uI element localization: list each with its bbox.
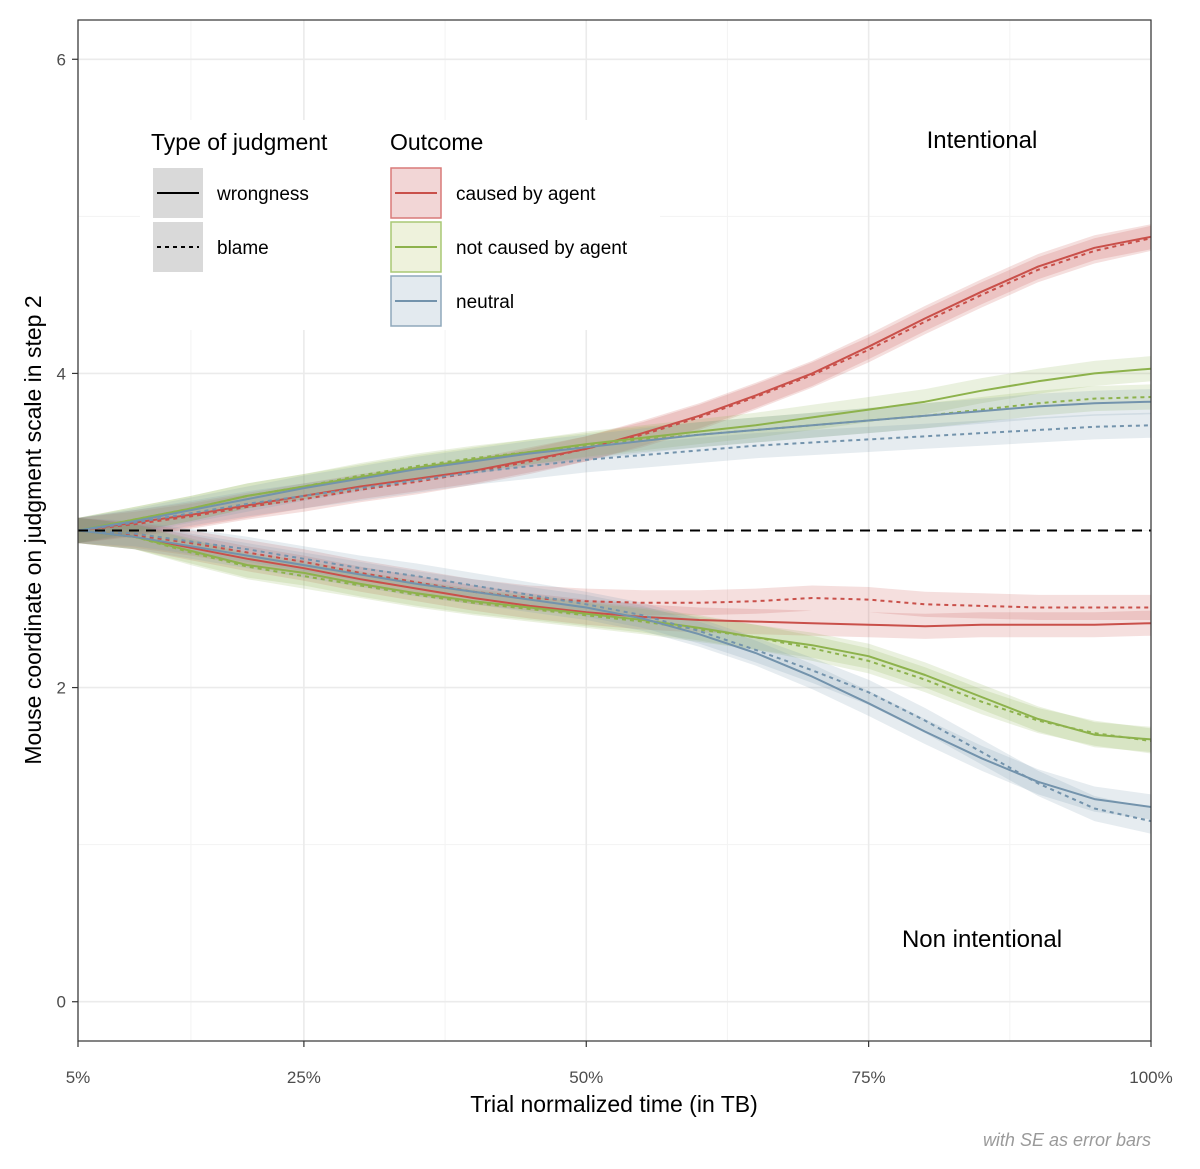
legend-label-blame: blame — [217, 238, 269, 259]
x-tick-label: 25% — [287, 1068, 321, 1087]
y-axis-title: Mouse coordinate on judgment scale in st… — [20, 295, 46, 764]
y-tick-label: 4 — [57, 364, 66, 383]
series-line-7 — [77, 529, 1151, 609]
series-line-6 — [77, 529, 1152, 628]
series-line-8 — [77, 529, 1152, 741]
se-band-5 — [78, 412, 1151, 544]
y-tick-label: 0 — [57, 993, 66, 1012]
y-axis: 0 2 4 6 — [57, 50, 78, 1012]
legend-label-wrongness: wrongness — [216, 184, 309, 205]
x-tick-label: 50% — [569, 1068, 603, 1087]
legend-label-neutral: neutral — [456, 292, 514, 313]
se-band-4 — [78, 389, 1151, 544]
x-tick-label: 100% — [1129, 1068, 1172, 1087]
annotation-non-intentional: Non intentional — [902, 926, 1062, 953]
x-tick-label: 5% — [66, 1068, 91, 1087]
legend-title-outcome: Outcome — [390, 129, 483, 155]
se-band-2 — [78, 356, 1151, 544]
annotation-intentional: Intentional — [927, 127, 1038, 154]
se-band-3 — [78, 384, 1151, 544]
caption: with SE as error bars — [983, 1130, 1151, 1150]
series-line-4 — [77, 400, 1152, 532]
x-axis-title: Trial normalized time (in TB) — [470, 1091, 758, 1117]
se-band-10 — [78, 517, 1151, 820]
series-line-9 — [77, 529, 1152, 742]
legend-title-judgment: Type of judgment — [151, 129, 328, 155]
legend-key-blame — [153, 222, 203, 272]
legend-label-not-caused: not caused by agent — [456, 238, 628, 259]
series-line-10 — [77, 529, 1152, 808]
se-band-7 — [78, 517, 1151, 620]
series-line-3 — [77, 396, 1152, 532]
x-tick-label: 75% — [852, 1068, 886, 1087]
legend: Type of judgment wrongness blame Outcome… — [140, 120, 660, 330]
series-line-2 — [77, 367, 1152, 532]
plot-border — [77, 19, 1152, 1042]
y-tick-label: 6 — [57, 50, 66, 69]
legend-label-caused: caused by agent — [456, 184, 596, 205]
series-lines — [77, 235, 1152, 823]
y-tick-label: 2 — [57, 679, 66, 698]
x-axis: 5% 25% 50% 75% 100% — [66, 1041, 1173, 1087]
